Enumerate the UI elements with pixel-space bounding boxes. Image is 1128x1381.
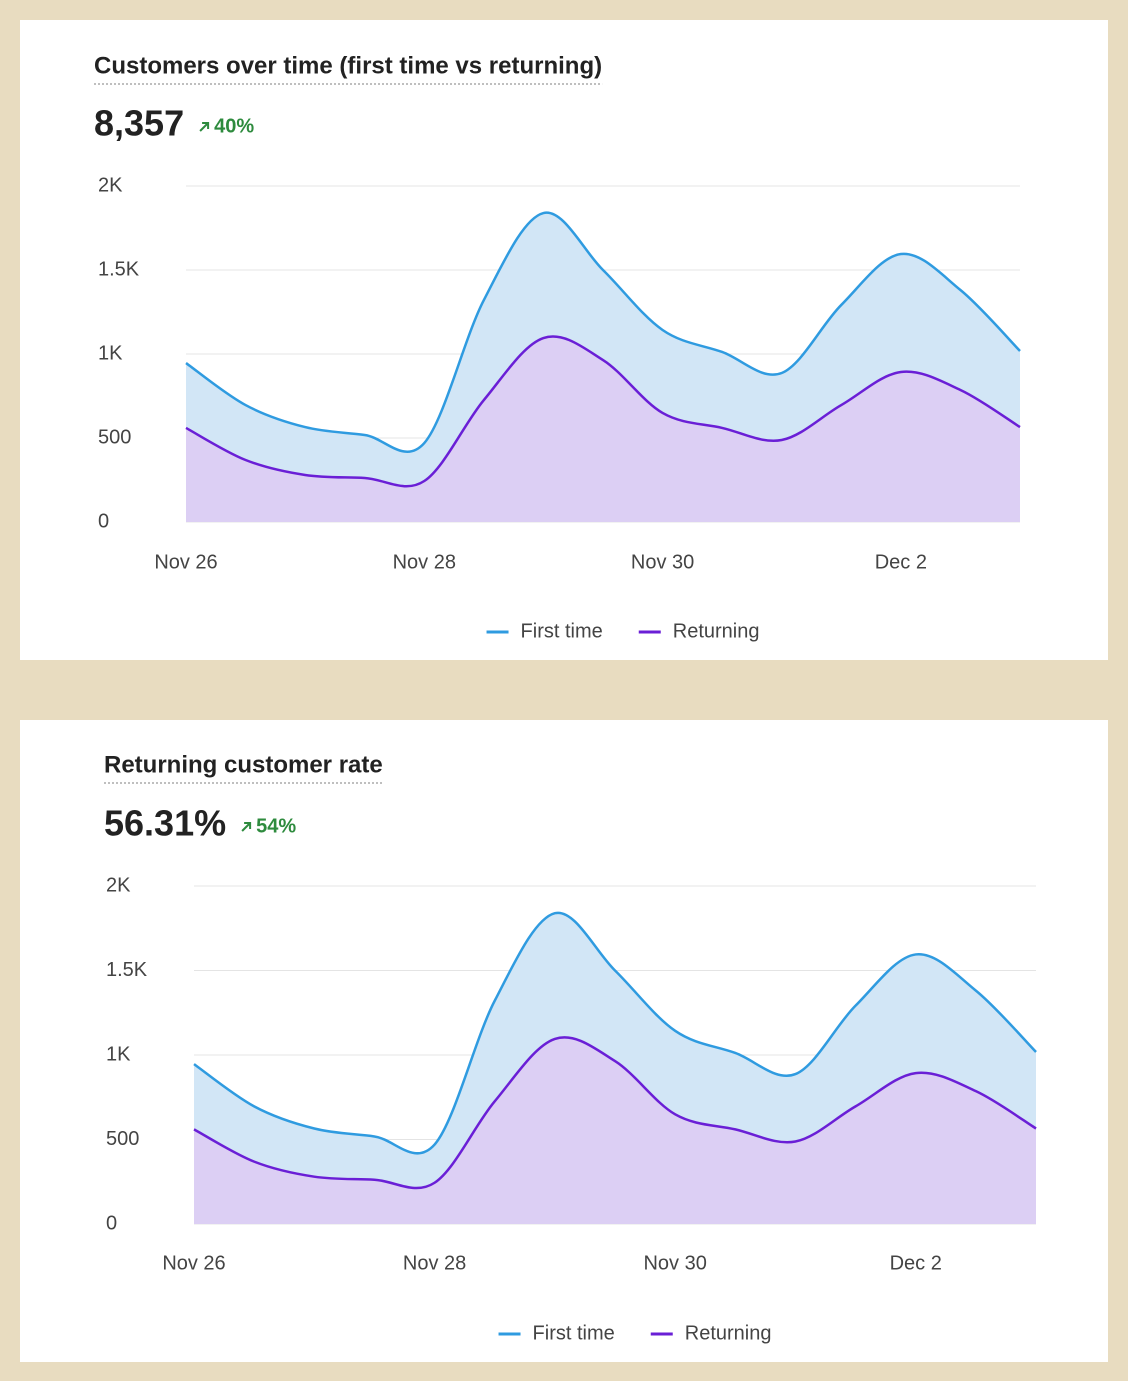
chart-title: Customers over time (first time vs retur… — [94, 52, 602, 79]
area — [194, 1037, 1036, 1224]
y-tick-label: 0 — [98, 510, 109, 532]
chart-title: Returning customer rate — [104, 751, 383, 778]
y-tick-label: 1.5K — [106, 959, 148, 981]
legend-label: Returning — [685, 1322, 772, 1344]
y-tick-label: 1K — [106, 1043, 131, 1065]
x-tick-label: Nov 28 — [403, 1252, 466, 1274]
y-tick-label: 2K — [106, 874, 131, 896]
legend-label: First time — [533, 1322, 615, 1344]
x-tick-label: Dec 2 — [890, 1252, 942, 1274]
line — [193, 1036, 1037, 1190]
legend-label: Returning — [673, 620, 760, 642]
y-tick-label: 500 — [98, 426, 131, 448]
area — [186, 336, 1020, 522]
chart: Returning customer rate 56.31% 54% 0 500 1K 1.… — [104, 751, 1037, 1344]
y-tick-label: 1.5K — [98, 258, 140, 280]
x-tick-label: Nov 28 — [393, 551, 456, 573]
x-tick-label: Nov 30 — [643, 1252, 706, 1274]
change-value: 54% — [256, 815, 296, 837]
trend-arrow — [199, 122, 210, 132]
y-tick-label: 500 — [106, 1128, 139, 1150]
x-tick-label: Dec 2 — [875, 551, 927, 573]
y-tick-label: 0 — [106, 1212, 117, 1234]
change-value: 40% — [214, 115, 254, 137]
y-tick-label: 1K — [98, 342, 123, 364]
legend-label: First time — [521, 620, 603, 642]
trend-arrow — [241, 822, 252, 832]
line — [193, 911, 1037, 1155]
x-tick-label: Nov 30 — [631, 551, 694, 573]
y-tick-label: 2K — [98, 174, 123, 196]
headline-value: 8,357 — [94, 103, 184, 144]
headline-value: 56.31% — [104, 803, 226, 844]
x-tick-label: Nov 26 — [154, 551, 217, 573]
card: Customers over time (first time vs retur… — [20, 20, 1108, 660]
line — [185, 211, 1021, 453]
x-tick-label: Nov 26 — [162, 1252, 225, 1274]
line — [185, 335, 1021, 488]
chart: Customers over time (first time vs retur… — [94, 52, 1021, 642]
card: Returning customer rate 56.31% 54% 0 500 1K 1.… — [20, 720, 1108, 1362]
